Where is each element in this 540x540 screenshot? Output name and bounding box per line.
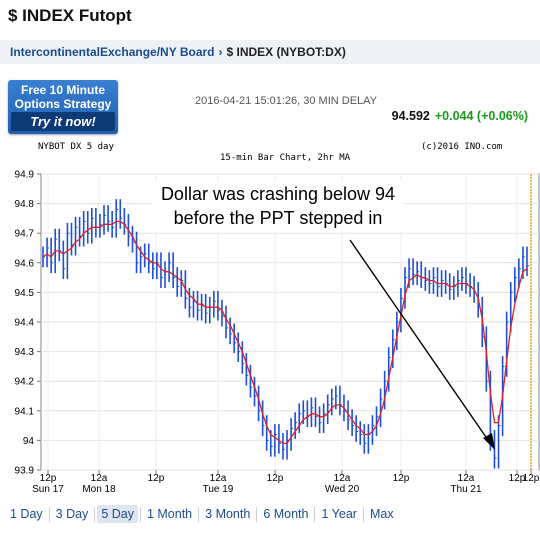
range-button-6-month[interactable]: 6 Month <box>263 507 309 521</box>
breadcrumb: IntercontinentalExchange/NY Board › $ INDE… <box>0 40 540 64</box>
chart-symbol: NYBOT DX 5 day <box>38 142 114 152</box>
range-separator <box>139 507 141 522</box>
moving-average-line <box>42 220 528 445</box>
annotation-line-1: Dollar was crashing below 94 <box>160 184 396 204</box>
annotation-arrow-line <box>349 239 489 441</box>
chart-header: NYBOT DX 5 day (c)2016 INO.com 15-min Ba… <box>0 141 540 171</box>
y-tick-label: 94.9 <box>15 170 35 181</box>
chart-annotation: Dollar was crashing below 94 before the … <box>152 181 404 231</box>
options-strategy-promo-button[interactable]: Free 10 Minute Options Strategy Try it n… <box>8 80 118 134</box>
y-tick-label: 94 <box>23 436 35 447</box>
x-tick-label: 12p <box>393 473 410 484</box>
chart-copyright: (c)2016 INO.com <box>421 142 503 152</box>
range-button-1-year[interactable]: 1 Year <box>321 507 357 521</box>
range-button-3-day[interactable]: 3 Day <box>55 507 89 521</box>
promo-line-2: Options Strategy <box>14 97 112 111</box>
range-separator <box>198 507 200 522</box>
x-day-label: Tue 19 <box>203 484 234 495</box>
range-separator <box>48 507 50 522</box>
x-day-label: Wed 20 <box>325 484 360 495</box>
range-button-1-month[interactable]: 1 Month <box>146 507 193 521</box>
range-separator <box>314 507 316 522</box>
x-day-label: Mon 18 <box>82 484 116 495</box>
x-tick-label: 12a <box>458 473 475 484</box>
chart-subtitle: 15-min Bar Chart, 2hr MA <box>220 153 351 163</box>
y-tick-label: 94.2 <box>15 377 35 388</box>
breadcrumb-separator: › <box>218 45 223 59</box>
annotation-line-2: before the PPT stepped in <box>173 208 383 228</box>
x-day-label: Sun 17 <box>32 484 64 495</box>
quote-timestamp: 2016-04-21 15:01:26, 30 MIN DELAY <box>195 95 378 107</box>
range-button-max[interactable]: Max <box>369 507 394 521</box>
x-tick-label: 12p <box>267 473 284 484</box>
x-day-label: Thu 21 <box>450 484 482 495</box>
promo-line-1: Free 10 Minute <box>20 83 106 97</box>
y-tick-label: 94.5 <box>15 288 35 299</box>
range-separator <box>362 507 364 522</box>
y-tick-label: 94.4 <box>15 318 35 329</box>
range-separator <box>256 507 258 522</box>
range-button-1-day[interactable]: 1 Day <box>10 507 43 521</box>
promo-headline: Free 10 Minute Options Strategy <box>8 83 118 111</box>
page-title: $ INDEX Futopt <box>8 6 132 25</box>
x-tick-label: 12a <box>91 473 108 484</box>
range-button-3-month[interactable]: 3 Month <box>205 507 251 521</box>
y-tick-label: 94.3 <box>15 347 35 358</box>
y-tick-label: 94.1 <box>15 406 35 417</box>
x-tick-label: 12a <box>210 473 227 484</box>
annotation-arrowhead <box>483 433 495 450</box>
promo-cta[interactable]: Try it now! <box>11 112 115 131</box>
y-tick-label: 94.6 <box>15 258 35 269</box>
x-tick-label: 12p <box>523 473 540 484</box>
x-tick-label: 12p <box>40 473 57 484</box>
quote-summary: 94.592 +0.044 (+0.06%) <box>392 109 528 123</box>
y-tick-label: 94.8 <box>15 199 35 210</box>
time-range-selector: 1 Day 3 Day 5 Day 1 Month 3 Month 6 Month 1 Ye… <box>6 505 400 523</box>
quote-price: 94.592 <box>391 109 430 123</box>
x-tick-label: 12p <box>148 473 165 484</box>
y-tick-label: 93.9 <box>15 466 35 477</box>
x-tick-label: 12p <box>509 473 526 484</box>
range-separator <box>94 507 96 522</box>
breadcrumb-exchange-link[interactable]: IntercontinentalExchange/NY Board <box>10 45 215 59</box>
y-tick-label: 94.7 <box>15 229 35 240</box>
breadcrumb-current: $ INDEX (NYBOT:DX) <box>226 45 346 59</box>
quote-change: +0.044 (+0.06%) <box>434 109 528 123</box>
x-tick-label: 12a <box>334 473 351 484</box>
range-button-5-day[interactable]: 5 Day <box>97 505 138 523</box>
